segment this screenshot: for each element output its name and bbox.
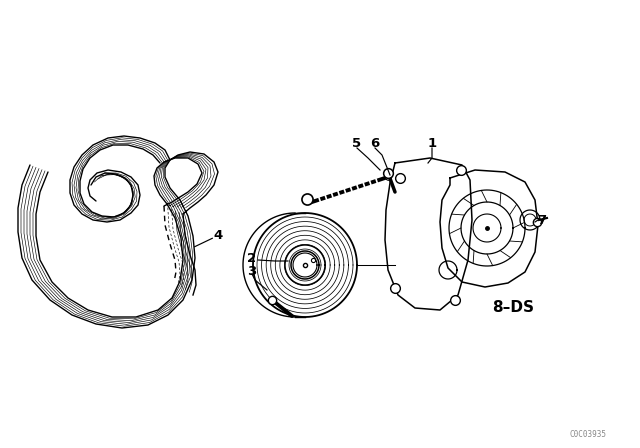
Text: 7: 7 [538,214,547,227]
Text: 3: 3 [248,264,257,277]
Text: C0C03935: C0C03935 [570,430,607,439]
Text: 5: 5 [353,137,362,150]
Text: 8–DS: 8–DS [492,300,534,315]
Text: 6: 6 [371,137,380,150]
Text: 4: 4 [213,228,223,241]
Text: 2: 2 [248,251,257,264]
Text: 1: 1 [428,137,436,150]
